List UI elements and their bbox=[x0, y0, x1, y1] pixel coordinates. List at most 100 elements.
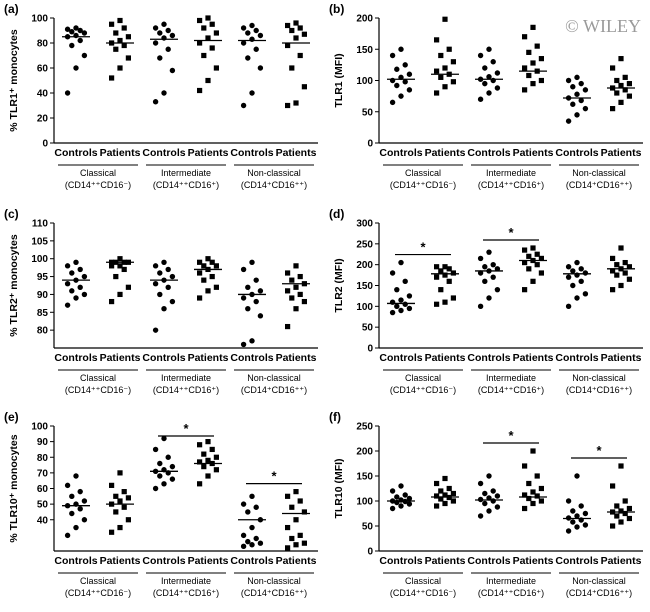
point bbox=[434, 503, 440, 509]
point bbox=[394, 494, 400, 500]
point bbox=[574, 112, 580, 118]
point bbox=[538, 485, 544, 492]
x-tick-label: Patients bbox=[100, 352, 141, 364]
point bbox=[109, 263, 115, 269]
point bbox=[209, 446, 215, 453]
point bbox=[622, 74, 628, 80]
point bbox=[152, 263, 159, 269]
point bbox=[530, 448, 536, 454]
point bbox=[289, 535, 295, 542]
point bbox=[157, 55, 163, 61]
point bbox=[293, 100, 299, 106]
point bbox=[526, 49, 532, 55]
point bbox=[285, 524, 291, 531]
point bbox=[490, 261, 496, 268]
x-tick-label: Patients bbox=[188, 352, 229, 364]
y-tick-label: 100 bbox=[31, 254, 48, 265]
point bbox=[522, 259, 528, 266]
point bbox=[486, 90, 492, 96]
point bbox=[610, 106, 616, 112]
point bbox=[570, 519, 576, 525]
point bbox=[64, 302, 71, 308]
point bbox=[285, 288, 291, 294]
point bbox=[626, 515, 632, 522]
point bbox=[121, 25, 127, 31]
y-axis-label: TLR2 (MFI) bbox=[333, 258, 345, 312]
point bbox=[450, 490, 456, 497]
point bbox=[240, 543, 247, 550]
x-tick-label: Controls bbox=[379, 352, 422, 364]
point bbox=[477, 270, 484, 276]
point bbox=[394, 286, 400, 293]
x-tick-label: Controls bbox=[555, 555, 598, 567]
point bbox=[530, 278, 536, 284]
point bbox=[578, 80, 584, 87]
point bbox=[486, 249, 492, 255]
x-tick-label: Patients bbox=[100, 555, 141, 567]
y-axis-label: % TLR1⁺ monocytes bbox=[8, 29, 20, 132]
y-tick-label: 100 bbox=[356, 76, 373, 87]
point bbox=[77, 488, 83, 495]
point bbox=[117, 524, 123, 531]
point bbox=[402, 301, 408, 307]
point bbox=[209, 45, 215, 51]
point bbox=[77, 27, 83, 34]
y-tick-label: 50 bbox=[37, 500, 49, 511]
point bbox=[73, 259, 79, 265]
point bbox=[121, 42, 127, 49]
point bbox=[442, 492, 448, 498]
point bbox=[578, 266, 584, 272]
y-tick-label: 0 bbox=[367, 344, 373, 355]
point bbox=[574, 473, 580, 479]
point bbox=[398, 503, 404, 509]
point bbox=[249, 22, 255, 29]
point bbox=[245, 55, 251, 61]
point bbox=[289, 295, 295, 301]
point bbox=[389, 505, 396, 512]
point bbox=[81, 30, 88, 36]
point bbox=[402, 492, 408, 498]
point bbox=[522, 87, 528, 93]
y-axis-label: TLR1 (MFI) bbox=[333, 53, 345, 107]
point bbox=[161, 306, 167, 312]
point bbox=[152, 25, 159, 31]
point bbox=[442, 65, 448, 71]
point bbox=[565, 264, 572, 270]
panel-label: (c) bbox=[4, 207, 19, 221]
point bbox=[570, 508, 576, 514]
group-subset: (CD14⁺CD16⁺⁺) bbox=[566, 180, 632, 190]
x-tick-label: Controls bbox=[54, 147, 97, 159]
point bbox=[245, 306, 251, 312]
significance-label: * bbox=[183, 421, 189, 436]
y-tick-label: 0 bbox=[42, 139, 48, 150]
point bbox=[402, 278, 408, 285]
point bbox=[297, 291, 303, 298]
point bbox=[157, 270, 163, 276]
point bbox=[125, 495, 131, 501]
point bbox=[618, 282, 624, 289]
point bbox=[526, 253, 532, 259]
panel: (e) % TLR10⁺ monocytes 40 50 60 70 80 90 100 Cont… bbox=[4, 410, 318, 598]
point bbox=[152, 99, 159, 105]
point bbox=[77, 266, 83, 273]
point bbox=[205, 439, 211, 445]
point bbox=[113, 46, 119, 52]
point bbox=[526, 266, 532, 272]
point bbox=[301, 84, 307, 90]
point bbox=[442, 272, 448, 278]
point bbox=[574, 295, 580, 301]
point bbox=[434, 301, 440, 307]
point bbox=[530, 60, 536, 66]
point bbox=[626, 264, 632, 270]
point bbox=[522, 492, 528, 498]
point bbox=[289, 277, 295, 283]
point bbox=[161, 435, 167, 442]
point bbox=[477, 303, 484, 310]
point bbox=[293, 35, 299, 41]
point bbox=[240, 532, 247, 539]
point bbox=[289, 504, 295, 510]
point bbox=[494, 70, 501, 76]
point bbox=[197, 442, 203, 448]
point bbox=[297, 25, 303, 31]
